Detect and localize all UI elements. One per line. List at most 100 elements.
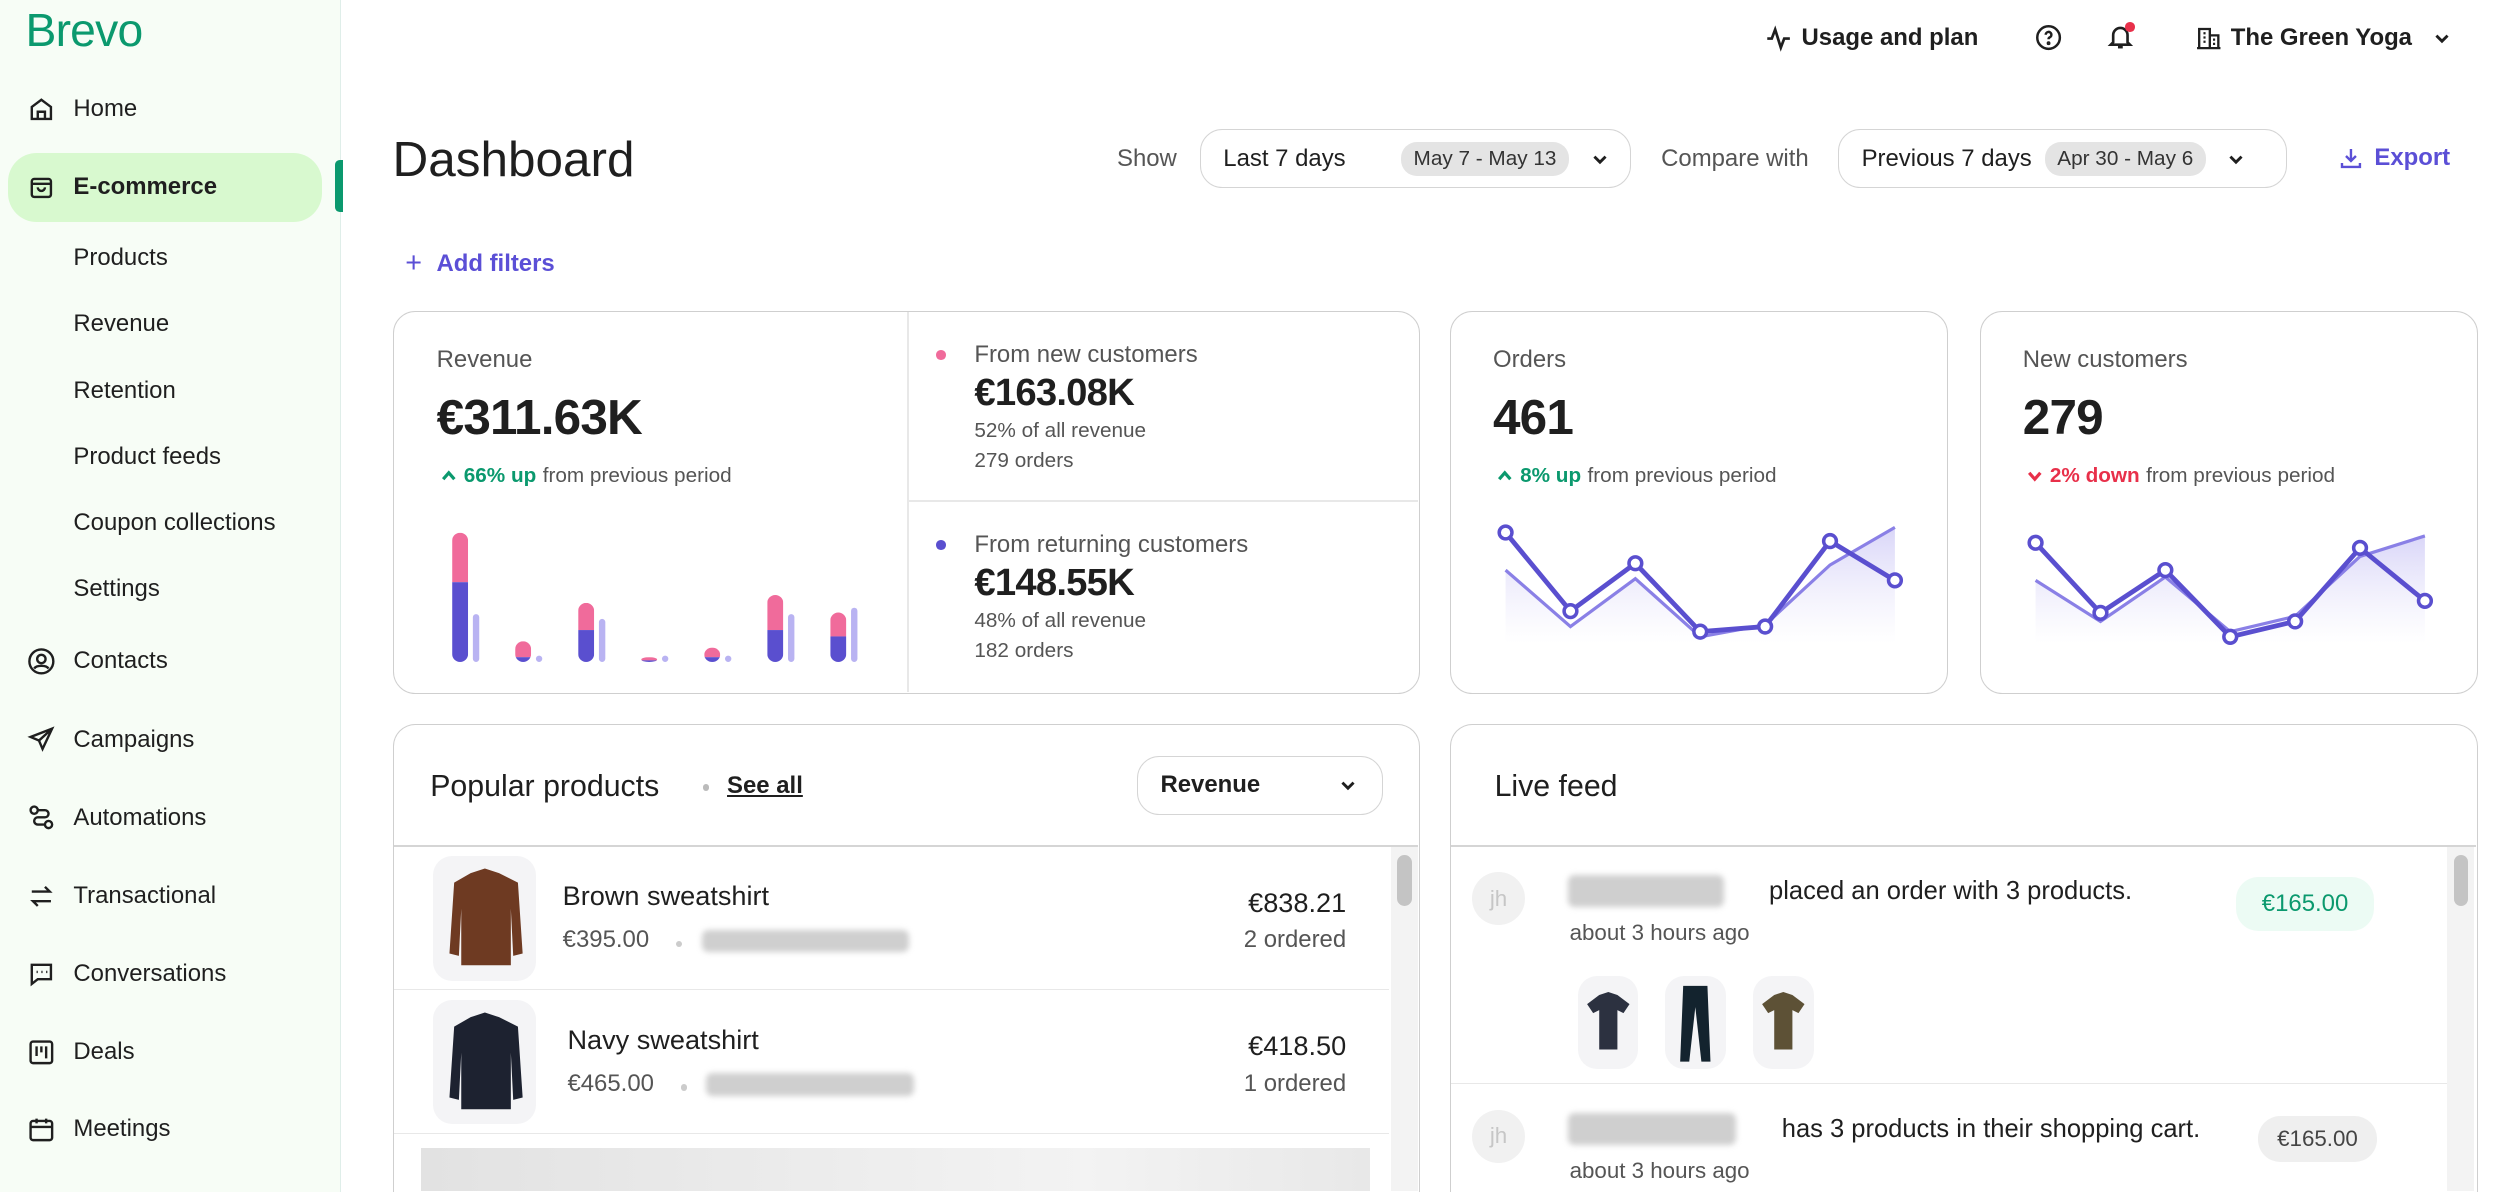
export-label: Export [2374, 143, 2451, 171]
revenue-bar-chart [452, 532, 858, 662]
bar-group [641, 655, 669, 662]
product-name: Brown sweatshirt [562, 880, 770, 912]
new-customers-card: New customers 279 2% down from previous … [1980, 311, 2479, 695]
sidebar-item-label: Meetings [73, 1114, 171, 1142]
new-customers-change-suffix: from previous period [2146, 463, 2336, 487]
product-row[interactable]: Navy sweatshirt €465.00 €418.50 1 ordered [393, 990, 1390, 1134]
sidebar-subitem-product-feeds[interactable]: Product feeds [73, 442, 221, 470]
chat-icon [30, 963, 53, 987]
export-button[interactable]: Export [2339, 144, 2450, 172]
new-customers-label: New customers [2022, 345, 2188, 373]
returning-value: €148.55K [974, 561, 1134, 605]
live-feed-card: Live feed jh placed an order with 3 produ… [1450, 724, 2479, 1193]
feed-time: about 3 hours ago [1569, 920, 1750, 946]
account-menu[interactable]: The Green Yoga [2196, 22, 2451, 54]
orders-line-chart [1497, 524, 1904, 645]
data-point [2286, 613, 2304, 630]
home-icon [30, 98, 53, 121]
product-total: €838.21 [1248, 886, 1347, 918]
feed-amount-badge: €165.00 [2257, 1116, 2377, 1162]
sidebar-subitem-settings[interactable]: Settings [73, 575, 160, 603]
popular-products-title: Popular products [430, 770, 660, 804]
customer-name-redacted [1567, 1113, 1736, 1146]
sidebar-item-contacts[interactable]: Contacts [8, 627, 322, 696]
sidebar-item-conversations[interactable]: Conversations [8, 940, 322, 1009]
calendar-icon [29, 1118, 54, 1141]
separator-dot [703, 784, 710, 791]
new-value: €163.08K [974, 371, 1134, 415]
data-point [2351, 540, 2369, 557]
usage-and-plan-button[interactable]: Usage and plan [1765, 22, 1978, 54]
customer-name-redacted [1567, 875, 1725, 908]
sidebar-item-transactional[interactable]: Transactional [8, 862, 322, 931]
feed-amount-badge: €165.00 [2236, 877, 2374, 931]
brevo-logo[interactable]: Brevo [25, 4, 144, 57]
order-product-image [1665, 975, 1726, 1069]
add-filters-label: Add filters [436, 249, 555, 277]
new-customers-trend: 2% down from previous period [2026, 464, 2335, 488]
plus-icon: + [405, 247, 423, 280]
scrollbar-thumb[interactable] [1397, 854, 1412, 906]
sidebar-item-automations[interactable]: Automations [8, 783, 322, 852]
divider [1451, 845, 2476, 847]
divider [393, 845, 1418, 847]
bar-previous-period [662, 655, 669, 662]
scrollbar[interactable] [1390, 846, 1418, 1192]
divider [907, 312, 909, 692]
help-button[interactable] [2035, 24, 2062, 56]
data-point [1822, 533, 1839, 550]
feed-item[interactable]: jh placed an order with 3 products. about … [1451, 847, 2448, 1085]
period-dropdown[interactable]: Last 7 days May 7 - May 13 [1199, 129, 1631, 189]
bar-returning-customers [767, 629, 784, 662]
sidebar-item-campaigns[interactable]: Campaigns [8, 705, 322, 774]
product-image [433, 856, 536, 981]
feed-time: about 3 hours ago [1569, 1157, 1750, 1183]
orders-value: 461 [1492, 389, 1574, 445]
sidebar-item-deals[interactable]: Deals [8, 1018, 322, 1087]
sidebar-item-label: Transactional [73, 881, 217, 909]
revenue-trend: 66% up from previous period [440, 464, 732, 488]
sidebar-item-label: Deals [73, 1038, 135, 1066]
arrow-up-icon [441, 470, 456, 480]
sidebar-subitem-products[interactable]: Products [73, 244, 168, 272]
bar-group [578, 602, 606, 662]
scrollbar[interactable] [2447, 846, 2475, 1192]
revenue-value: €311.63K [436, 389, 643, 445]
product-price: €395.00 [562, 926, 650, 954]
bar-returning-customers [578, 629, 595, 662]
sidebar-item-label: Campaigns [73, 725, 195, 753]
period-range: May 7 - May 13 [1400, 141, 1570, 176]
area-fill [2035, 536, 2425, 645]
area-fill [1505, 527, 1896, 645]
sidebar-item-home[interactable]: Home [8, 75, 322, 144]
sidebar-subitem-revenue[interactable]: Revenue [73, 310, 170, 338]
product-sku-redacted [701, 929, 909, 952]
data-point [2157, 562, 2174, 579]
notifications-button[interactable] [2106, 22, 2136, 51]
add-filters-button[interactable]: + Add filters [405, 247, 554, 280]
bar-previous-period [788, 613, 795, 662]
orders-card: Orders 461 8% up from previous period [1450, 311, 1949, 695]
sidebar: Brevo Home E-commerce Products Revenue Reten… [0, 0, 342, 1192]
bar-group [767, 594, 795, 662]
chevron-down-icon [2435, 34, 2449, 44]
feed-item[interactable]: jh has 3 products in their shopping cart.… [1451, 1084, 2447, 1193]
sidebar-subitem-coupon-collections[interactable]: Coupon collections [73, 509, 276, 537]
scrollbar-thumb[interactable] [2453, 854, 2468, 906]
sidebar-item-e-commerce[interactable]: E-commerce [7, 153, 323, 222]
divider [907, 500, 1418, 503]
compare-dropdown[interactable]: Previous 7 days Apr 30 - May 6 [1838, 129, 2287, 189]
sidebar-item-label: Contacts [73, 647, 168, 675]
data-point [2027, 535, 2044, 552]
sort-dropdown[interactable]: Revenue [1137, 755, 1383, 815]
see-all-link[interactable]: See all [727, 771, 803, 799]
product-row[interactable]: Brown sweatshirt €395.00 €838.21 2 ordered [393, 847, 1390, 991]
sidebar-subitem-retention[interactable]: Retention [73, 376, 176, 404]
period-value: Last 7 days [1223, 144, 1346, 172]
bar-returning-customers [452, 581, 469, 662]
building-icon [2196, 27, 2221, 50]
popular-products-card: Popular products See all Revenue Brown s… [392, 724, 1421, 1192]
product-ordered: 2 ordered [1243, 926, 1347, 954]
sidebar-item-meetings[interactable]: Meetings [8, 1095, 322, 1164]
bar-previous-period [599, 618, 606, 662]
